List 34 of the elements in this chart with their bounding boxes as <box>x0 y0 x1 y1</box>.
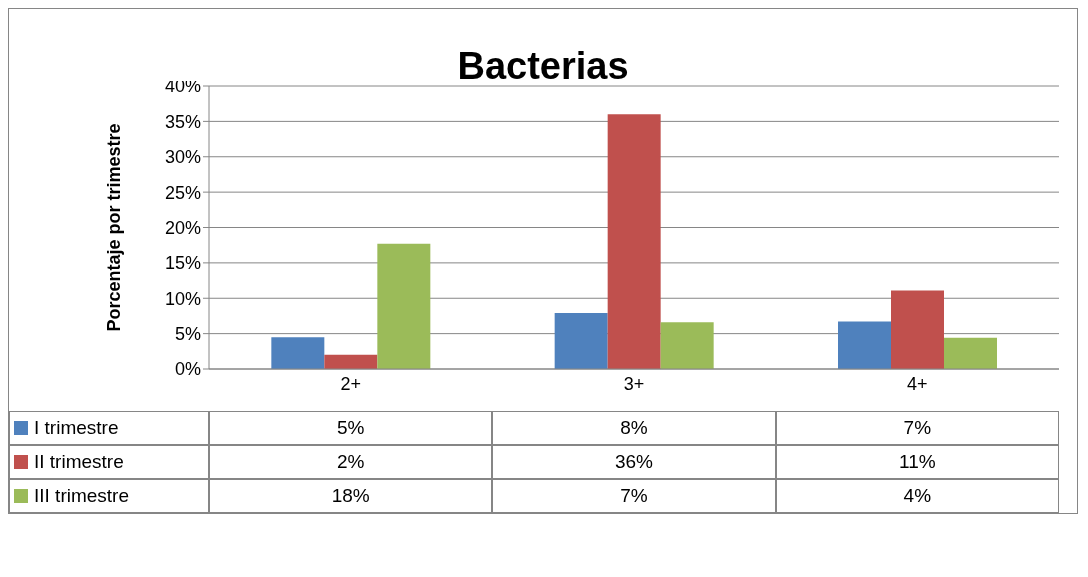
x-tick-label: 4+ <box>907 373 928 394</box>
y-tick-label: 35% <box>164 111 201 132</box>
data-label: 11% <box>775 445 1059 479</box>
data-label: 4% <box>775 479 1059 513</box>
bar <box>554 313 608 369</box>
y-tick-label: 15% <box>164 253 201 274</box>
y-tick-label: 25% <box>164 182 201 203</box>
bar <box>660 322 714 369</box>
bar <box>607 114 661 369</box>
y-axis-title: Porcentaje por trimestre <box>104 123 125 332</box>
data-label: 7% <box>775 411 1059 445</box>
bar <box>324 354 378 369</box>
legend-label: III trimestre <box>34 485 130 507</box>
bar <box>838 321 891 369</box>
data-label: 2% <box>209 445 493 479</box>
bar <box>891 290 944 369</box>
data-label: 7% <box>492 479 776 513</box>
y-tick-label: 20% <box>164 217 201 238</box>
y-tick-label: 5% <box>174 324 201 345</box>
y-tick-label: 0% <box>174 359 201 380</box>
data-label: 18% <box>209 479 493 513</box>
data-label: 8% <box>492 411 776 445</box>
x-tick-label: 2+ <box>340 373 361 394</box>
bar <box>377 243 431 369</box>
chart-title: Bacterias <box>457 45 629 87</box>
bar <box>944 337 997 369</box>
data-label: 36% <box>492 445 776 479</box>
legend-label: II trimestre <box>34 451 124 473</box>
y-tick-label: 10% <box>164 288 201 309</box>
y-tick-label: 30% <box>164 147 201 168</box>
x-tick-label: 3+ <box>623 373 645 394</box>
bar <box>271 337 325 369</box>
data-label: 5% <box>209 411 493 445</box>
legend-label: I trimestre <box>34 417 119 439</box>
